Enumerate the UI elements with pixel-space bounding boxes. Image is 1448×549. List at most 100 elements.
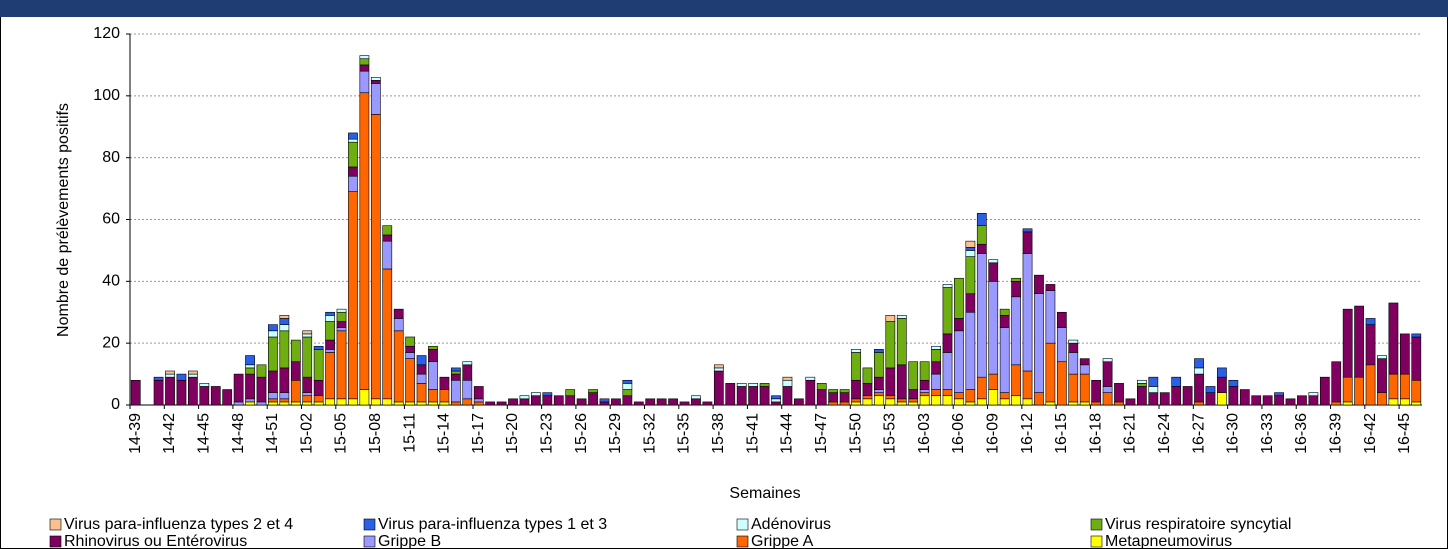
bar-segment <box>599 401 610 406</box>
bar-segment <box>1411 379 1422 403</box>
bar-segment <box>428 401 438 406</box>
bar-segment <box>313 345 324 350</box>
bar-segment <box>679 401 690 406</box>
bar-segment <box>348 166 358 177</box>
bar-segment <box>942 352 953 390</box>
bar-segment <box>393 318 404 332</box>
bar-segment <box>896 315 907 319</box>
bar-segment <box>1068 352 1079 375</box>
x-tick-label: 16-30 <box>1225 413 1242 454</box>
bar-segment <box>531 392 541 397</box>
bar-segment <box>965 293 976 313</box>
bar-segment <box>428 349 438 363</box>
bar-segment <box>325 315 335 322</box>
bar-segment <box>428 389 438 403</box>
bar-segment <box>1194 401 1204 406</box>
bar-segment <box>816 383 827 390</box>
bar-segment <box>1125 398 1136 406</box>
bar-segment <box>290 339 301 363</box>
bar-segment <box>439 401 450 406</box>
bar-segment <box>588 392 598 406</box>
y-tick-label: 120 <box>93 25 120 42</box>
bar-segment <box>336 398 347 406</box>
bar-segment <box>245 367 255 375</box>
bar-segment <box>256 364 267 378</box>
bar-segment <box>874 392 884 397</box>
bar-segment <box>851 349 861 353</box>
bar-segment <box>1171 386 1182 406</box>
bar-segment <box>1022 231 1033 254</box>
bar-segment <box>268 392 278 400</box>
x-tick-label: 16-39 <box>1327 413 1344 454</box>
bar-segment <box>828 392 839 403</box>
bar-segment <box>302 401 313 406</box>
x-tick-label: 14-48 <box>230 413 247 454</box>
bar-segment <box>1068 373 1079 403</box>
bar-segment <box>1342 376 1353 403</box>
bar-segment <box>919 379 930 390</box>
bar-segment <box>1285 398 1296 406</box>
bar-segment <box>210 386 221 406</box>
x-tick-label: 15-50 <box>847 413 864 454</box>
bar-segment <box>450 401 461 406</box>
bar-segment <box>1365 364 1376 406</box>
x-tick-label: 15-05 <box>333 413 350 454</box>
bar-segment <box>1091 401 1102 406</box>
bar-segment <box>1399 333 1410 375</box>
bar-segment <box>942 389 953 397</box>
bar-segment <box>1102 392 1113 406</box>
legend-label: Virus para-influenza types 2 et 4 <box>64 516 293 533</box>
bar-segment <box>1079 364 1090 375</box>
bar-segment <box>268 401 278 406</box>
bar-segment <box>519 398 530 406</box>
x-tick-label: 15-08 <box>367 413 384 454</box>
bar-segment <box>1022 398 1033 406</box>
x-tick-label: 15-47 <box>813 413 830 454</box>
bar-segment <box>1045 290 1056 344</box>
bar-segment <box>988 389 999 406</box>
bar-segment <box>268 330 278 338</box>
legend-swatch <box>363 535 376 548</box>
bar-segment <box>771 398 781 403</box>
bar-segment <box>885 315 896 322</box>
bar-segment <box>382 398 393 406</box>
bar-segment <box>965 240 976 248</box>
bar-segment <box>874 376 884 390</box>
bar-segment <box>428 345 438 350</box>
bar-segment <box>862 367 873 384</box>
x-tick-label: 16-09 <box>984 413 1001 454</box>
bar-segment <box>576 398 587 406</box>
bar-segment <box>176 373 187 381</box>
bar-segment <box>942 395 953 406</box>
bar-segment <box>931 349 941 363</box>
bar-segment <box>325 349 335 353</box>
bar-segment <box>691 395 701 400</box>
bar-segment <box>954 330 964 393</box>
legend-swatch <box>1090 518 1103 531</box>
x-tick-label: 16-24 <box>1156 413 1173 454</box>
x-tick-label: 15-23 <box>539 413 556 454</box>
bar-segment <box>1137 383 1147 387</box>
bar-segment <box>359 92 370 390</box>
bar-segment <box>153 379 164 406</box>
bar-segment <box>702 401 713 406</box>
bar-segment <box>965 389 976 403</box>
bar-segment <box>1102 361 1113 387</box>
bar-segment <box>1342 401 1353 406</box>
bar-segment <box>874 389 884 393</box>
bar-segment <box>279 330 290 369</box>
bar-segment <box>976 213 987 226</box>
bar-segment <box>1399 398 1410 406</box>
bar-segment <box>256 376 267 403</box>
x-tick-label: 14-51 <box>264 413 281 454</box>
x-tick-label: 15-29 <box>607 413 624 454</box>
bar-segment <box>233 401 244 406</box>
bar-segment <box>1034 293 1044 393</box>
bar-segment <box>1114 401 1124 406</box>
legend-label: Grippe A <box>751 533 814 549</box>
bar-segment <box>336 327 347 332</box>
bar-segment <box>450 379 461 403</box>
bar-segment <box>370 76 381 81</box>
bar-segment <box>771 395 781 400</box>
bar-segment <box>839 401 850 406</box>
